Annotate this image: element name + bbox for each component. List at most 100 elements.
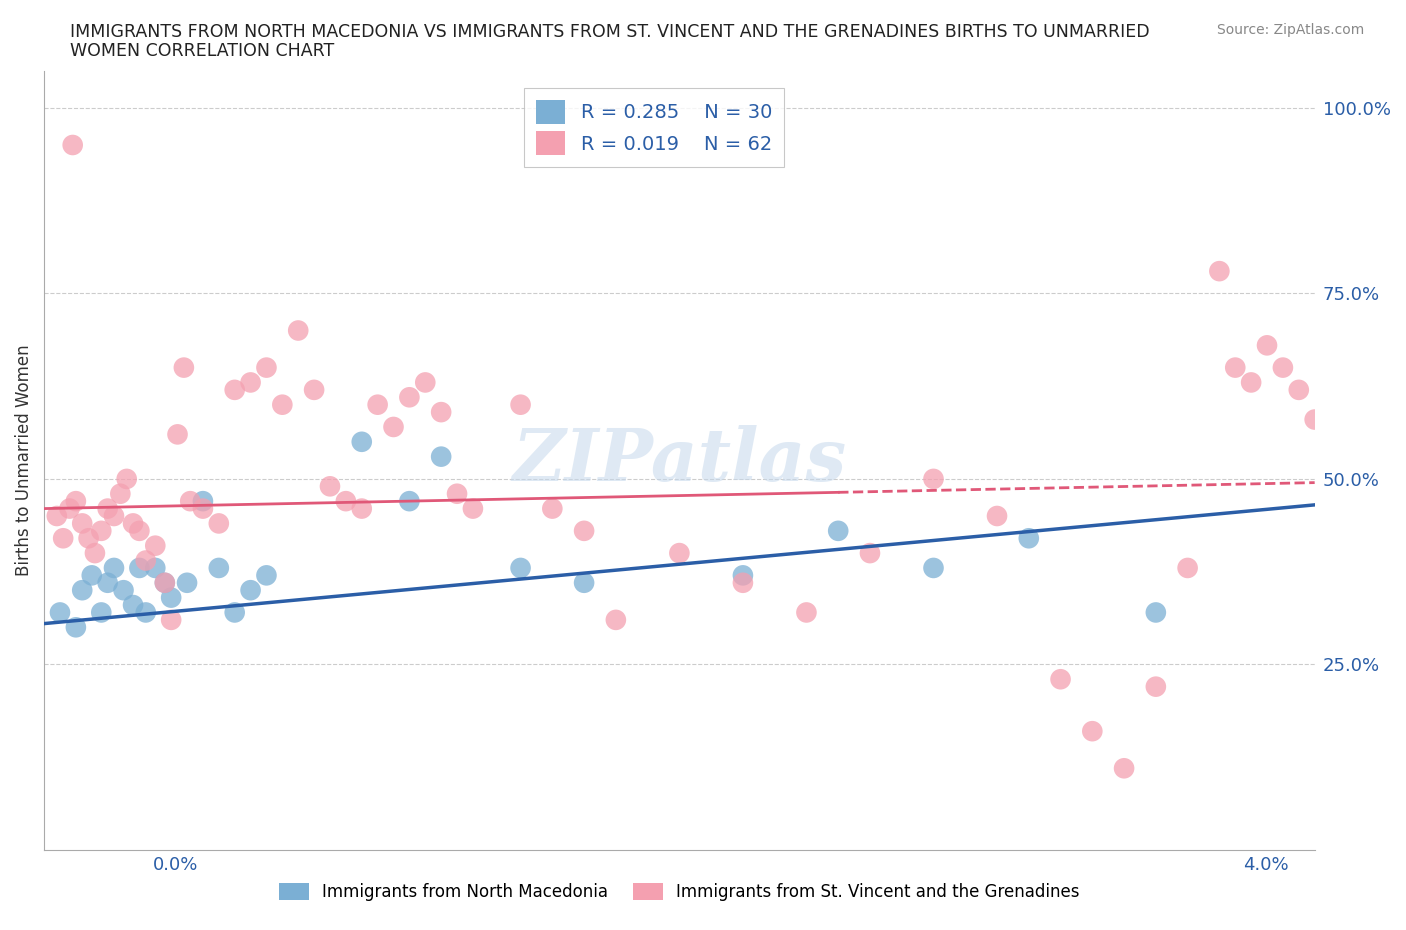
Point: [986, 509, 1008, 524]
Point: [1144, 679, 1167, 694]
Point: [135, 553, 157, 568]
Point: [122, 598, 145, 613]
Point: [90, 524, 112, 538]
Point: [208, 561, 231, 576]
Point: [65, 494, 87, 509]
Point: [541, 501, 564, 516]
Y-axis label: Births to Unmarried Women: Births to Unmarried Women: [15, 344, 32, 577]
Point: [1225, 360, 1247, 375]
Point: [256, 360, 278, 375]
Point: [461, 501, 484, 516]
Point: [208, 516, 231, 531]
Point: [827, 524, 849, 538]
Point: [224, 382, 246, 397]
Point: [70, 516, 93, 531]
Point: [922, 472, 945, 486]
Point: [179, 494, 201, 509]
Point: [859, 546, 882, 561]
Point: [1240, 375, 1263, 390]
Point: [1081, 724, 1104, 738]
Point: [112, 583, 135, 598]
Point: [224, 605, 246, 620]
Point: [45, 509, 67, 524]
Point: [122, 516, 145, 531]
Legend: R = 0.285    N = 30, R = 0.019    N = 62: R = 0.285 N = 30, R = 0.019 N = 62: [524, 88, 783, 166]
Point: [398, 494, 420, 509]
Point: [430, 405, 453, 419]
Point: [271, 397, 294, 412]
Point: [1112, 761, 1135, 776]
Point: [49, 605, 72, 620]
Point: [1144, 605, 1167, 620]
Point: [143, 538, 166, 553]
Point: [128, 524, 150, 538]
Point: [191, 501, 214, 516]
Point: [103, 509, 125, 524]
Point: [731, 568, 754, 583]
Point: [191, 494, 214, 509]
Point: [572, 524, 595, 538]
Point: [153, 576, 176, 591]
Point: [90, 605, 112, 620]
Text: WOMEN CORRELATION CHART: WOMEN CORRELATION CHART: [70, 42, 335, 60]
Point: [731, 576, 754, 591]
Point: [350, 434, 373, 449]
Point: [115, 472, 138, 486]
Point: [1288, 382, 1310, 397]
Point: [302, 382, 325, 397]
Point: [128, 561, 150, 576]
Point: [70, 583, 93, 598]
Text: ZIPatlas: ZIPatlas: [512, 425, 846, 496]
Point: [319, 479, 342, 494]
Point: [176, 576, 198, 591]
Point: [350, 501, 373, 516]
Point: [446, 486, 468, 501]
Point: [1208, 264, 1230, 279]
Point: [80, 568, 103, 583]
Point: [1271, 360, 1294, 375]
Point: [287, 323, 309, 338]
Point: [509, 561, 531, 576]
Text: 0.0%: 0.0%: [153, 856, 198, 873]
Point: [1256, 338, 1278, 352]
Point: [77, 531, 100, 546]
Point: [572, 576, 595, 591]
Point: [1018, 531, 1040, 546]
Point: [97, 501, 120, 516]
Point: [84, 546, 107, 561]
Point: [97, 576, 120, 591]
Point: [239, 583, 262, 598]
Point: [160, 613, 183, 628]
Point: [58, 501, 80, 516]
Point: [509, 397, 531, 412]
Point: [62, 138, 84, 153]
Point: [143, 561, 166, 576]
Point: [173, 360, 195, 375]
Point: [239, 375, 262, 390]
Point: [256, 568, 278, 583]
Text: IMMIGRANTS FROM NORTH MACEDONIA VS IMMIGRANTS FROM ST. VINCENT AND THE GRENADINE: IMMIGRANTS FROM NORTH MACEDONIA VS IMMIG…: [70, 23, 1150, 41]
Point: [382, 419, 405, 434]
Point: [335, 494, 357, 509]
Point: [110, 486, 132, 501]
Text: 4.0%: 4.0%: [1243, 856, 1288, 873]
Point: [367, 397, 389, 412]
Point: [398, 390, 420, 405]
Point: [413, 375, 436, 390]
Point: [160, 591, 183, 605]
Point: [1177, 561, 1199, 576]
Point: [605, 613, 627, 628]
Point: [430, 449, 453, 464]
Point: [796, 605, 818, 620]
Point: [135, 605, 157, 620]
Point: [1303, 412, 1326, 427]
Point: [1049, 671, 1071, 686]
Text: Source: ZipAtlas.com: Source: ZipAtlas.com: [1216, 23, 1364, 37]
Point: [668, 546, 690, 561]
Point: [166, 427, 188, 442]
Point: [103, 561, 125, 576]
Point: [153, 576, 176, 591]
Point: [52, 531, 75, 546]
Point: [65, 620, 87, 635]
Point: [922, 561, 945, 576]
